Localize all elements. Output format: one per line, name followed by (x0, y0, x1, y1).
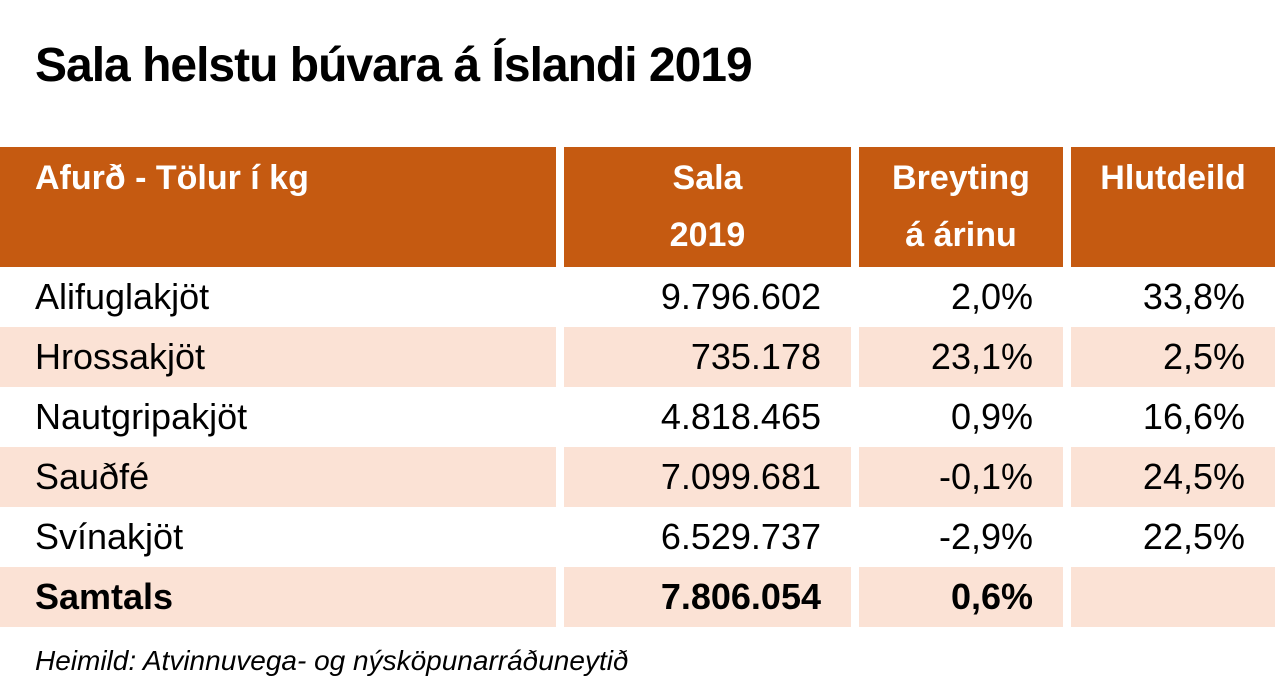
sales-cell: 9.796.602 (564, 267, 851, 328)
product-cell: Sauðfé (0, 447, 556, 508)
share-cell: 16,6% (1071, 387, 1275, 448)
header-change: Breyting á árinu (859, 147, 1063, 268)
share-cell: 33,8% (1071, 267, 1275, 328)
header-change-line2: á árinu (905, 216, 1017, 255)
header-product: Afurð - Tölur í kg (0, 147, 556, 268)
product-cell: Svínakjöt (0, 507, 556, 568)
sales-cell: 735.178 (564, 327, 851, 388)
change-cell: -0,1% (859, 447, 1063, 508)
header-share: Hlutdeild (1071, 147, 1275, 268)
total-label-cell: Samtals (0, 567, 556, 628)
table-row: Hrossakjöt 735.178 23,1% 2,5% (0, 327, 1275, 388)
total-sales-cell: 7.806.054 (564, 567, 851, 628)
product-cell: Alifuglakjöt (0, 267, 556, 328)
change-cell: -2,9% (859, 507, 1063, 568)
header-change-line1: Breyting (892, 159, 1030, 198)
table-total-row: Samtals 7.806.054 0,6% (0, 567, 1275, 628)
total-share-cell (1071, 567, 1275, 628)
change-cell: 0,9% (859, 387, 1063, 448)
sales-cell: 4.818.465 (564, 387, 851, 448)
product-cell: Hrossakjöt (0, 327, 556, 388)
share-cell: 2,5% (1071, 327, 1275, 388)
sales-table: Afurð - Tölur í kg Sala 2019 Breyting á … (0, 147, 1275, 628)
table-row: Svínakjöt 6.529.737 -2,9% 22,5% (0, 507, 1275, 568)
share-cell: 24,5% (1071, 447, 1275, 508)
page-title: Sala helstu búvara á Íslandi 2019 (35, 39, 753, 93)
header-sales-line2: 2019 (669, 216, 746, 255)
header-sales-line1: Sala (672, 159, 743, 198)
table-header-row: Afurð - Tölur í kg Sala 2019 Breyting á … (0, 147, 1275, 268)
table-row: Alifuglakjöt 9.796.602 2,0% 33,8% (0, 267, 1275, 328)
total-change-cell: 0,6% (859, 567, 1063, 628)
share-cell: 22,5% (1071, 507, 1275, 568)
sales-cell: 7.099.681 (564, 447, 851, 508)
sales-cell: 6.529.737 (564, 507, 851, 568)
table-row: Sauðfé 7.099.681 -0,1% 24,5% (0, 447, 1275, 508)
product-cell: Nautgripakjöt (0, 387, 556, 448)
header-sales: Sala 2019 (564, 147, 851, 268)
change-cell: 23,1% (859, 327, 1063, 388)
table-row: Nautgripakjöt 4.818.465 0,9% 16,6% (0, 387, 1275, 448)
source-note: Heimild: Atvinnuvega- og nýsköpunarráðun… (35, 645, 629, 677)
change-cell: 2,0% (859, 267, 1063, 328)
